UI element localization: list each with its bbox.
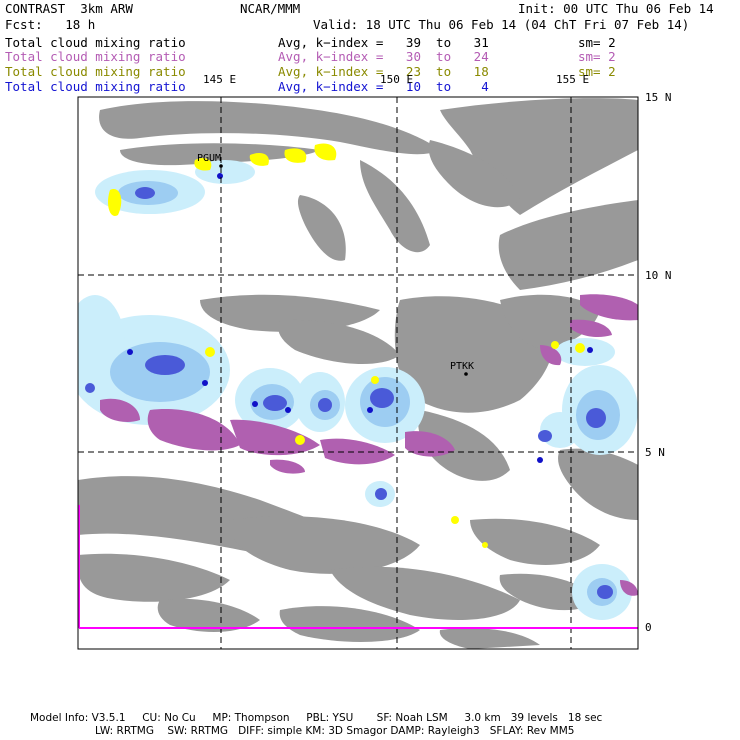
station-ptkk-label: PTKK xyxy=(450,361,475,372)
lon-label-155e: 155 E xyxy=(556,73,590,86)
cloud-layers xyxy=(78,98,638,649)
shallow-cloud-layer xyxy=(78,160,638,620)
high-cloud-layer xyxy=(78,98,638,649)
valid-time: Valid: 18 UTC Thu 06 Feb 14 (04 ChT Fri … xyxy=(313,17,690,32)
field-name-3: Total cloud mixing ratio xyxy=(5,64,186,79)
field-name-4: Total cloud mixing ratio xyxy=(5,79,186,94)
field-range-1: Avg, k−index = 39 to 31 xyxy=(278,35,489,50)
lon-label-150e: 150 E xyxy=(380,73,414,86)
field-range-4: Avg, k−index = 10 to 4 xyxy=(278,79,489,94)
field-sm-3: sm= 2 xyxy=(578,64,616,79)
institution-label: NCAR/MMM xyxy=(240,1,301,16)
model-info-line2: LW: RRTMG SW: RRTMG DIFF: simple KM: 3D … xyxy=(95,725,575,737)
station-ptkk-marker xyxy=(464,372,468,376)
field-range-2: Avg, k−index = 30 to 24 xyxy=(278,49,489,64)
lon-label-145e: 145 E xyxy=(203,73,237,86)
lat-label-10n: 10 N xyxy=(645,269,672,282)
equator-line xyxy=(78,505,638,629)
forecast-hour: Fcst: 18 h xyxy=(5,17,96,32)
station-pgum-marker xyxy=(219,164,223,168)
field-name-2: Total cloud mixing ratio xyxy=(5,49,186,64)
model-info-line1: Model Info: V3.5.1 CU: No Cu MP: Thompso… xyxy=(30,712,603,724)
lat-label-5n: 5 N xyxy=(645,446,665,459)
field-range-3: Avg, k−index = 23 to 18 xyxy=(278,64,489,79)
lat-label-15n: 15 N xyxy=(645,91,672,104)
init-time: Init: 00 UTC Thu 06 Feb 14 xyxy=(518,1,714,16)
map-frame xyxy=(77,96,639,650)
model-title: CONTRAST 3km ARW xyxy=(5,1,133,16)
mid-cloud-layer xyxy=(100,294,638,596)
low-cloud-layer xyxy=(107,143,585,548)
station-pgum-label: PGUM xyxy=(197,153,222,164)
lat-label-0: 0 xyxy=(645,621,652,634)
field-name-1: Total cloud mixing ratio xyxy=(5,35,186,50)
field-sm-1: sm= 2 xyxy=(578,35,616,50)
field-sm-2: sm= 2 xyxy=(578,49,616,64)
